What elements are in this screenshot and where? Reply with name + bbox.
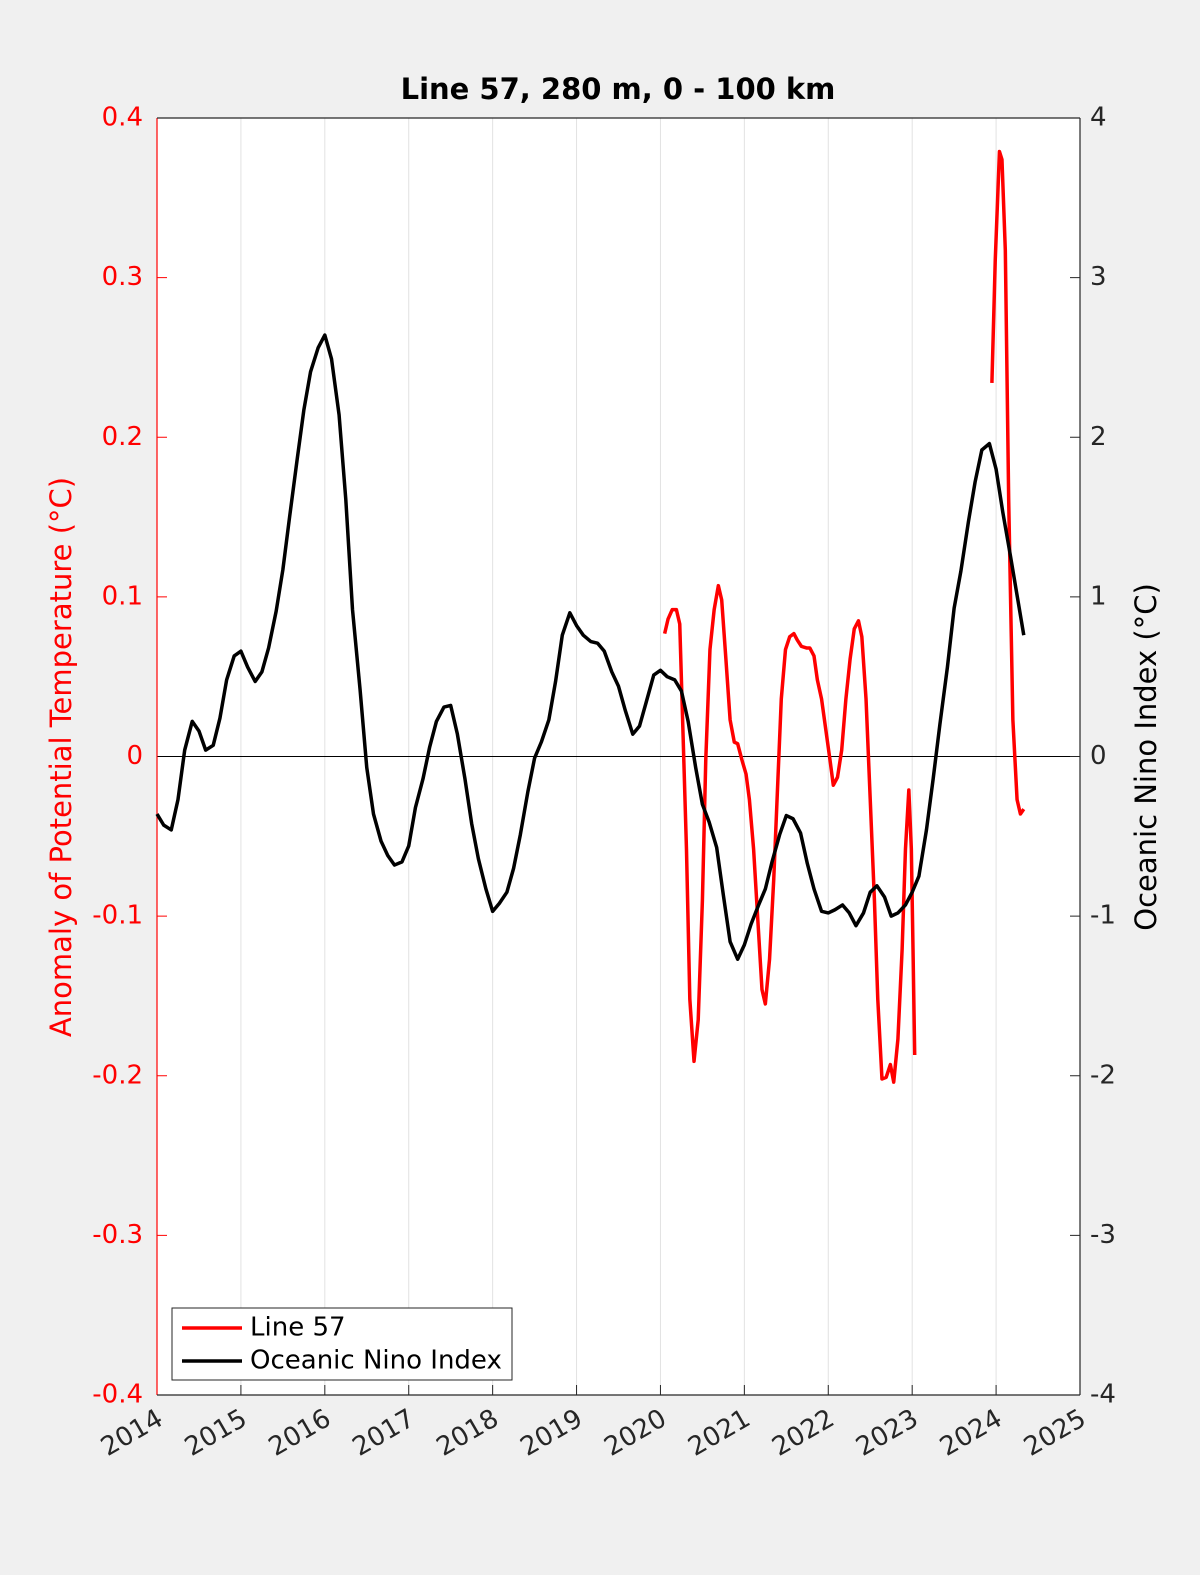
y-tick-label: 0.3 xyxy=(102,262,143,292)
y2-axis-label: Oceanic Nino Index (°C) xyxy=(1129,583,1163,931)
y-tick-label: 0 xyxy=(126,741,143,771)
y-tick-label: -0.2 xyxy=(92,1060,143,1090)
legend-box xyxy=(171,1307,513,1381)
y2-tick-label: -2 xyxy=(1090,1060,1116,1090)
y-axis-label: Anomaly of Potential Temperature (°C) xyxy=(44,477,78,1037)
data-line xyxy=(662,149,1026,1084)
y2-tick-label: -1 xyxy=(1090,901,1116,931)
y-tick-label: -0.1 xyxy=(92,901,143,931)
y-tick-label: -0.3 xyxy=(92,1220,143,1250)
y2-tick-label: 1 xyxy=(1090,581,1107,611)
y-tick-label: 0.1 xyxy=(102,581,143,611)
y-tick-label: 0.2 xyxy=(102,422,143,452)
legend-label: Oceanic Nino Index xyxy=(250,1346,502,1376)
data-line xyxy=(155,333,1026,961)
y2-tick-label: 4 xyxy=(1090,103,1107,133)
y2-tick-label: -3 xyxy=(1090,1220,1116,1250)
legend-label: Line 57 xyxy=(250,1313,346,1343)
y2-tick-label: 0 xyxy=(1090,741,1107,771)
chart-title: Line 57, 280 m, 0 - 100 km xyxy=(401,72,836,106)
y2-tick-label: 3 xyxy=(1090,262,1107,292)
y-tick-label: -0.4 xyxy=(92,1380,143,1410)
y2-tick-label: 2 xyxy=(1090,422,1107,452)
y2-tick-label: -4 xyxy=(1090,1380,1116,1410)
y-tick-label: 0.4 xyxy=(102,103,143,133)
